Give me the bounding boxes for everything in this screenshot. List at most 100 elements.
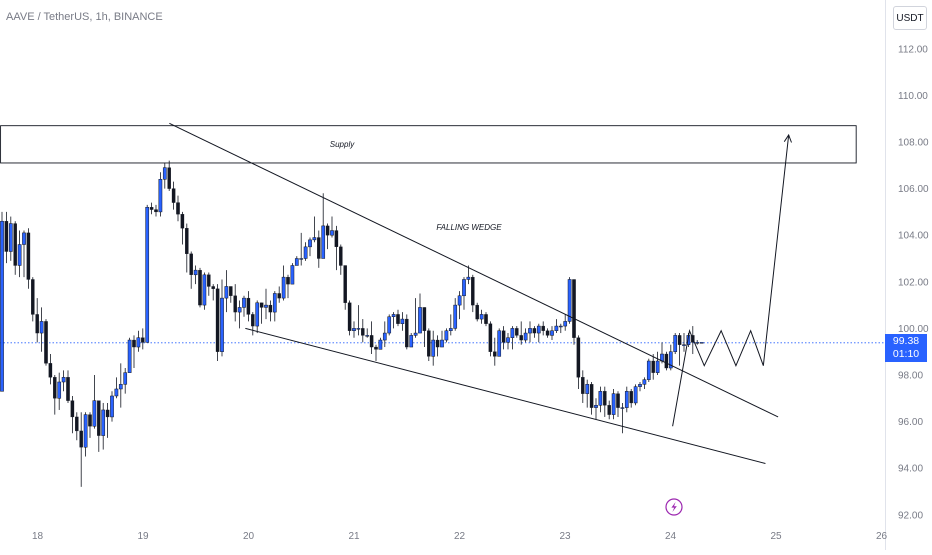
candle-body — [682, 344, 686, 346]
candle-body — [528, 328, 532, 334]
supply-zone-layer: Supply — [0, 125, 857, 164]
candle-body — [31, 279, 35, 315]
candle-body — [202, 274, 207, 306]
price-tick-label: 92.00 — [898, 510, 923, 521]
candle-body — [141, 337, 145, 343]
candle-body — [334, 230, 339, 247]
candle-body — [268, 304, 273, 313]
candle-body — [66, 377, 70, 401]
candle-body — [594, 405, 598, 408]
supply-zone-label: Supply — [330, 140, 355, 149]
candle-body — [585, 384, 590, 394]
candle-body — [387, 316, 392, 334]
candle-body — [519, 335, 523, 341]
time-tick-label: 19 — [137, 531, 149, 542]
wedge-trendline — [169, 122, 779, 418]
candle-body — [97, 400, 101, 436]
lightning-icon[interactable] — [665, 498, 683, 516]
candle-body — [466, 276, 471, 280]
candle-body — [149, 207, 154, 210]
candle-body — [286, 276, 290, 285]
candle-body — [17, 244, 22, 266]
candle-body — [154, 209, 158, 213]
candle-body — [325, 225, 330, 236]
candle-body — [427, 330, 431, 357]
price-tick-label: 100.00 — [898, 324, 929, 335]
candle-body — [189, 253, 193, 275]
candle-body — [193, 269, 198, 276]
candle-body — [70, 400, 75, 418]
candle-body — [198, 269, 202, 306]
candle-body — [405, 318, 409, 348]
candle-body — [624, 391, 629, 408]
candle-body — [391, 314, 396, 318]
candle-body — [330, 230, 334, 236]
candle-body — [185, 228, 189, 254]
candle-body — [413, 332, 418, 336]
candle-body — [497, 330, 502, 357]
candle-body — [162, 167, 167, 180]
candle-body — [321, 225, 326, 259]
candle-body — [558, 325, 563, 328]
candles-layer — [0, 160, 704, 487]
candle-body — [26, 232, 31, 280]
candle-body — [294, 258, 299, 266]
candle-body — [79, 430, 83, 448]
candle-body — [180, 214, 185, 229]
candle-body — [303, 246, 308, 259]
candle-body — [400, 318, 405, 324]
candle-body — [347, 302, 352, 331]
price-tick-label: 96.00 — [898, 417, 923, 428]
candle-body — [695, 342, 700, 344]
candle-body — [317, 237, 321, 259]
candle-body — [242, 297, 246, 308]
candle-body — [611, 393, 616, 415]
candle-body — [440, 339, 444, 348]
candle-body — [92, 400, 97, 427]
candle-body — [589, 384, 594, 408]
candle-body — [259, 302, 264, 308]
time-tick-label: 23 — [559, 531, 571, 542]
candle-body — [475, 304, 479, 320]
candle-body — [251, 314, 255, 327]
candle-body — [471, 276, 475, 306]
candle-body — [308, 239, 312, 248]
candle-body — [229, 286, 233, 296]
candle-body — [493, 351, 497, 357]
currency-button[interactable]: USDT — [893, 6, 927, 30]
price-tick-label: 110.00 — [898, 91, 928, 102]
candle-body — [409, 335, 414, 348]
candle-body — [167, 167, 171, 189]
candle-body — [255, 302, 260, 327]
candle-body — [145, 206, 150, 343]
candle-body — [598, 391, 603, 406]
candle-body — [638, 384, 642, 387]
candle-body — [629, 391, 633, 404]
candle-body — [479, 314, 484, 320]
candle-body — [365, 335, 370, 337]
candle-body — [607, 405, 611, 415]
candle-body — [13, 223, 17, 266]
price-tick-label: 94.00 — [898, 464, 923, 475]
candle-body — [343, 265, 347, 303]
candle-body — [378, 339, 383, 350]
candle-body — [572, 279, 576, 338]
candle-body — [396, 314, 400, 324]
candle-body — [75, 416, 79, 432]
time-tick-label: 18 — [32, 531, 44, 542]
candle-body — [418, 307, 422, 334]
candle-body — [35, 314, 39, 334]
candle-body — [339, 246, 343, 266]
candle-body — [550, 330, 554, 336]
candle-body — [352, 328, 356, 331]
candle-body — [567, 279, 572, 322]
price-tick-label: 98.00 — [898, 371, 923, 382]
candle-body — [668, 351, 673, 369]
candle-body — [581, 377, 585, 394]
candle-body — [53, 377, 57, 399]
symbol-title[interactable]: AAVE / TetherUS, 1h, BINANCE — [6, 11, 163, 23]
candle-body — [22, 232, 26, 245]
